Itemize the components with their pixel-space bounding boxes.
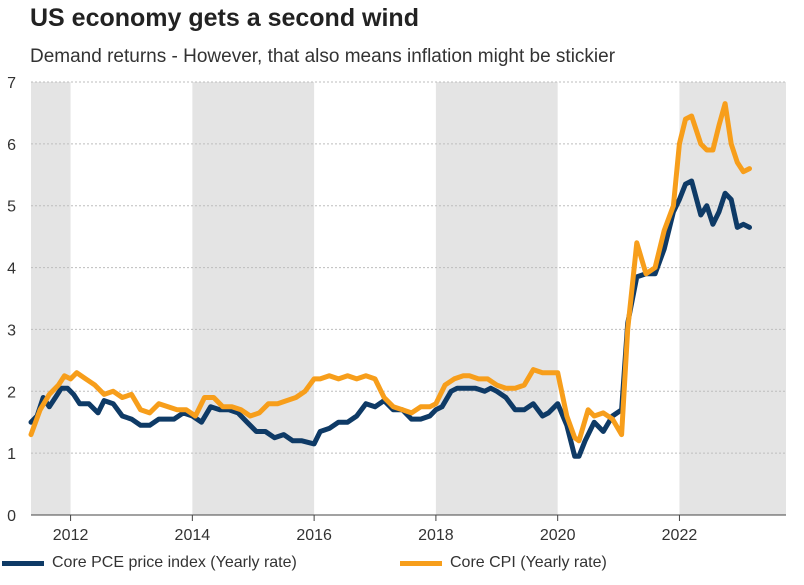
shaded-band-1	[192, 82, 315, 515]
legend-label-core-cpi: Core CPI (Yearly rate)	[450, 554, 607, 571]
x-tick-label: 2020	[540, 527, 576, 544]
legend-swatch-core-pce	[2, 560, 44, 566]
shaded-band-0	[31, 82, 71, 515]
y-tick-label: 5	[7, 199, 16, 216]
x-tick-label: 2022	[662, 527, 698, 544]
legend-swatch-core-cpi	[400, 560, 442, 566]
x-tick-label: 2012	[53, 527, 89, 544]
y-tick-label: 1	[7, 446, 16, 463]
x-tick-label: 2018	[418, 527, 454, 544]
y-tick-label: 4	[7, 261, 16, 278]
chart-subtitle: Demand returns - However, that also mean…	[30, 46, 616, 67]
chart-title: US economy gets a second wind	[30, 4, 419, 32]
y-tick-label: 6	[7, 137, 16, 154]
y-tick-label: 3	[7, 322, 16, 339]
y-tick-label: 0	[7, 508, 16, 525]
legend-label-core-pce: Core PCE price index (Yearly rate)	[52, 554, 297, 571]
legend: Core PCE price index (Yearly rate) Core …	[0, 554, 804, 582]
y-tick-label: 2	[7, 384, 16, 401]
x-tick-label: 2016	[296, 527, 332, 544]
line-chart: 0 1 2 3 4 5 6 7 2012 2014 2016 2018 2020 2022	[7, 75, 786, 544]
y-tick-label: 7	[7, 75, 16, 92]
legend-item-core-pce: Core PCE price index (Yearly rate)	[2, 554, 297, 572]
x-tick-label: 2014	[175, 527, 211, 544]
series-line-core-cpi	[28, 101, 752, 444]
series-line-core-pce	[28, 178, 752, 459]
shaded-band-2	[435, 82, 558, 515]
legend-item-core-cpi: Core CPI (Yearly rate)	[400, 554, 607, 572]
